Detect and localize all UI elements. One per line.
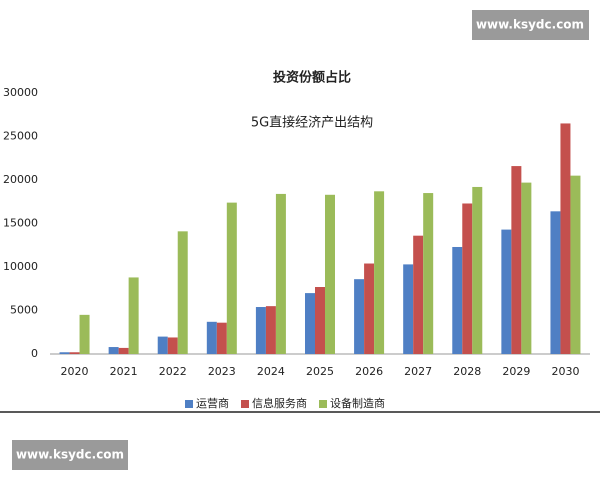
bar — [403, 264, 414, 354]
bar — [226, 202, 237, 354]
bar — [472, 186, 483, 354]
bar — [69, 352, 80, 354]
y-tick-label: 15000 — [3, 217, 38, 230]
x-tick-label: 2023 — [208, 365, 236, 378]
x-tick-label: 2021 — [110, 365, 138, 378]
x-tick-label: 2029 — [502, 365, 530, 378]
bar — [315, 287, 325, 354]
bar — [177, 231, 188, 354]
y-tick-label: 30000 — [3, 86, 38, 99]
bar — [108, 347, 119, 354]
watermark-box — [472, 10, 589, 40]
bar — [265, 306, 276, 354]
bar — [118, 347, 129, 354]
legend-swatch — [241, 400, 249, 408]
bar — [423, 193, 434, 354]
bar — [550, 211, 561, 354]
y-tick-label: 20000 — [3, 173, 38, 186]
bar — [354, 279, 365, 354]
x-tick-label: 2028 — [453, 365, 481, 378]
bar — [413, 235, 424, 354]
x-tick-label: 2026 — [355, 365, 383, 378]
watermark-box — [12, 440, 128, 470]
y-tick-label: 25000 — [3, 130, 38, 143]
y-tick-label: 5000 — [10, 304, 38, 317]
bar — [511, 166, 522, 354]
bar — [255, 307, 266, 354]
bar — [157, 336, 168, 354]
bar — [305, 293, 315, 354]
bar — [462, 203, 473, 354]
bar — [216, 322, 227, 354]
chart-title: 投资份额占比 — [273, 70, 351, 86]
bar — [325, 194, 335, 354]
legend-label: 信息服务商 — [252, 396, 307, 410]
x-tick-label: 2027 — [404, 365, 432, 378]
chart-subtitle: 5G直接经济产出结构 — [251, 115, 373, 131]
x-tick-label: 2024 — [257, 365, 285, 378]
legend-label: 运营商 — [196, 396, 229, 410]
bar — [128, 277, 139, 354]
watermark: www.ksydc.com — [16, 448, 124, 462]
x-tick-label: 2025 — [306, 365, 334, 378]
legend-swatch — [185, 400, 193, 408]
bar — [206, 321, 217, 354]
bar — [364, 263, 375, 354]
bar — [521, 182, 532, 354]
bar — [501, 229, 512, 354]
bar — [79, 314, 90, 354]
x-tick-label: 2022 — [159, 365, 187, 378]
legend-label: 设备制造商 — [330, 396, 385, 410]
bar — [452, 246, 463, 354]
x-tick-label: 2020 — [61, 365, 89, 378]
bar — [570, 175, 581, 354]
bar — [374, 191, 385, 354]
bar — [560, 123, 571, 354]
bar — [167, 337, 178, 354]
watermark: www.ksydc.com — [476, 18, 584, 32]
bar — [59, 352, 70, 354]
x-tick-label: 2030 — [551, 365, 579, 378]
y-tick-label: 10000 — [3, 260, 38, 273]
y-tick-label: 0 — [31, 347, 38, 360]
legend-swatch — [319, 400, 327, 408]
bar — [275, 193, 286, 354]
